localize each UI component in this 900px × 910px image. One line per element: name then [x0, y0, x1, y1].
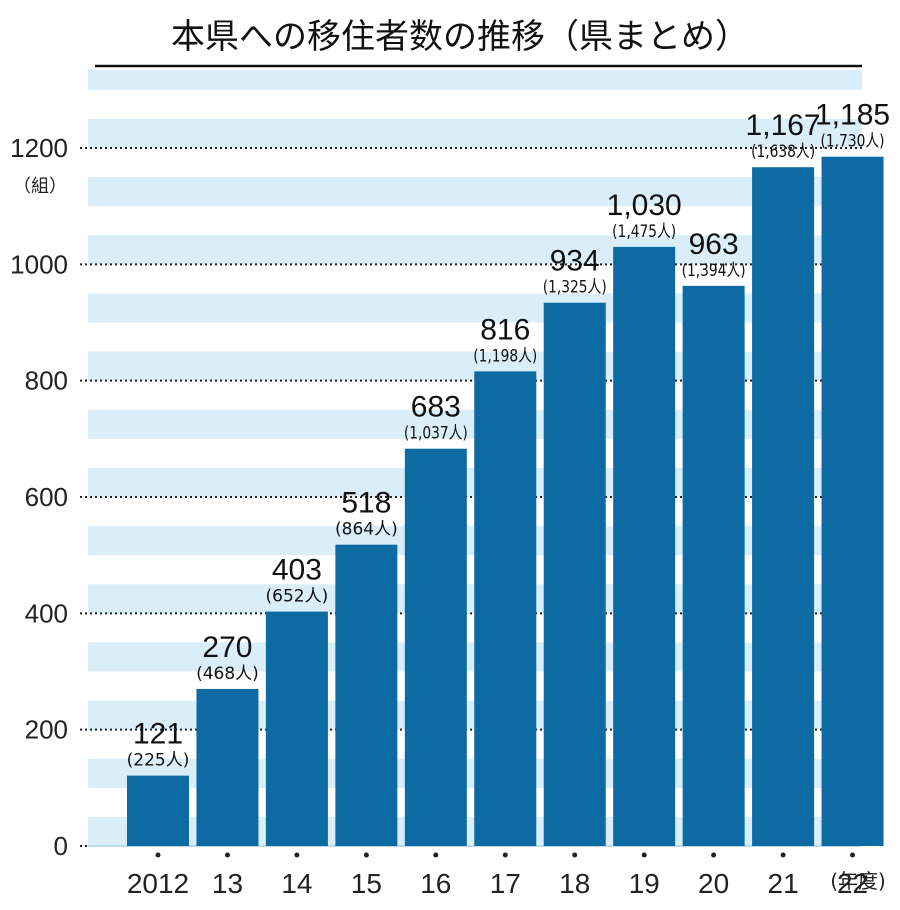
- x-tick-dot: [572, 852, 578, 858]
- bar-value-label: 934: [550, 245, 600, 278]
- x-tick-label: 2012: [127, 868, 189, 899]
- x-axis-suffix: (年度): [830, 869, 886, 893]
- bar-value-label: 270: [202, 631, 252, 664]
- bar: [265, 611, 328, 846]
- x-tick-label: 15: [351, 868, 382, 899]
- x-tick-label: 16: [420, 868, 451, 899]
- x-tick-dot: [224, 852, 230, 858]
- x-tick-dot: [363, 852, 369, 858]
- x-tick-dot: [433, 852, 439, 858]
- bar-sub-label: (1,475人): [612, 222, 676, 242]
- y-tick-label: 400: [25, 598, 68, 628]
- bar-sub-label: (1,730人): [821, 132, 885, 152]
- x-tick-dot: [641, 852, 647, 858]
- x-tick-dot: [502, 852, 508, 858]
- y-tick-label: 1000: [10, 249, 68, 279]
- x-tick-label: 13: [212, 868, 243, 899]
- y-tick-label: 200: [25, 715, 68, 745]
- bar-sub-label: (1,638人): [751, 142, 815, 162]
- bar-value-label: 683: [411, 391, 461, 424]
- bar-sub-label: (1,394人): [682, 261, 746, 281]
- x-tick-label: 20: [698, 868, 729, 899]
- bar: [613, 246, 676, 847]
- x-tick-dot: [780, 852, 786, 858]
- x-tick-label: 19: [629, 868, 660, 899]
- plot-stripe: [88, 148, 862, 178]
- bar-sub-label: (225人): [127, 751, 190, 771]
- bar-sub-label: (1,325人): [543, 278, 607, 298]
- y-tick-label: 1200: [10, 133, 68, 163]
- x-tick-label: 21: [768, 868, 799, 899]
- bar-sub-label: (864人): [335, 520, 398, 540]
- bar: [404, 448, 467, 846]
- x-tick-label: 14: [281, 868, 312, 899]
- x-tick-label: 22: [837, 868, 868, 899]
- bar: [335, 544, 398, 846]
- bar-sub-label: (468人): [196, 664, 259, 684]
- bar-value-label: 1,030: [607, 189, 682, 222]
- x-tick-dot: [294, 852, 300, 858]
- y-tick-label: 800: [25, 366, 68, 396]
- bar-sub-label: (652人): [266, 587, 329, 607]
- bar-sub-label: (1,198人): [473, 346, 537, 366]
- bar-value-label: 963: [689, 228, 739, 261]
- bar: [752, 167, 815, 846]
- bar-sub-label: (1,037人): [404, 424, 468, 444]
- bar-value-label: 403: [272, 554, 322, 587]
- bar: [543, 302, 606, 846]
- bar: [474, 371, 537, 846]
- bar-value-label: 816: [480, 313, 530, 346]
- x-tick-dot: [850, 852, 856, 858]
- plot-stripe: [88, 206, 862, 236]
- x-tick-label: 18: [559, 868, 590, 899]
- bar: [127, 775, 189, 846]
- x-tick-dot: [711, 852, 717, 858]
- bar-value-label: 518: [341, 487, 391, 520]
- bar-value-label: 1,185: [815, 99, 890, 132]
- y-axis-unit: （組）: [13, 176, 67, 197]
- chart-title: 本県への移住者数の推移（県まとめ）: [171, 17, 749, 57]
- y-tick-label: 0: [54, 831, 68, 861]
- bar-value-label: 121: [133, 718, 183, 751]
- bar: [196, 688, 259, 846]
- plot-stripe: [88, 89, 862, 119]
- plot-stripe: [88, 264, 862, 294]
- bar: [821, 156, 884, 847]
- x-tick-label: 17: [490, 868, 521, 899]
- y-tick-label: 600: [25, 482, 68, 512]
- x-tick-dot: [155, 852, 161, 858]
- bar: [682, 285, 745, 847]
- bar-value-label: 1,167: [746, 109, 821, 142]
